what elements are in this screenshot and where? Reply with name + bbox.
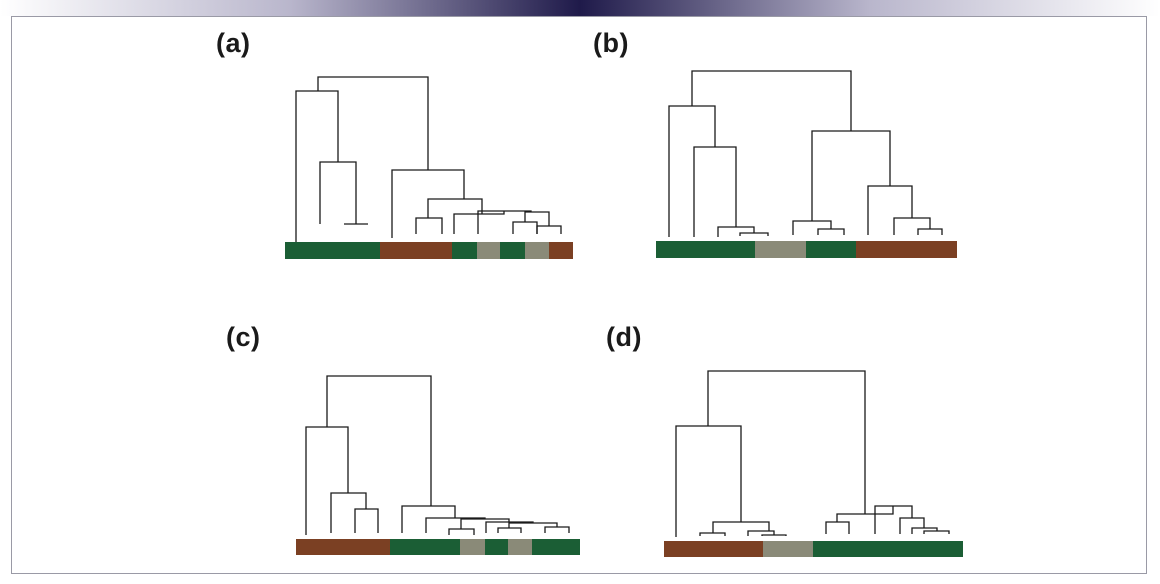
branch-b-5 [817, 228, 845, 235]
branch-c-10 [425, 517, 486, 533]
branch-a-9 [453, 211, 505, 234]
figure-frame [11, 16, 1147, 574]
branch-a-4 [415, 217, 443, 234]
color-bar-segment-a-5 [500, 242, 525, 259]
branch-a-2 [319, 161, 357, 224]
branch-b-9 [867, 185, 913, 235]
color-bar-segment-b-2 [755, 241, 806, 258]
branch-a-5 [512, 221, 538, 234]
branch-c-5 [497, 527, 522, 533]
panel-label-b: (b) [593, 28, 629, 58]
color-bar-segment-c-4 [485, 539, 508, 555]
color-bar-segment-c-2 [390, 539, 460, 555]
branch-a-10 [427, 198, 483, 218]
color-bar-segment-a-4 [477, 242, 500, 259]
branch-c-3 [305, 426, 349, 535]
branch-c-4 [448, 528, 475, 535]
color-bar-segment-b-3 [806, 241, 856, 258]
branch-d-12 [707, 370, 866, 514]
header-gradient-bar [0, 0, 1160, 16]
branch-b-6 [792, 220, 832, 235]
branch-b-2 [717, 226, 755, 237]
branch-c-2 [330, 492, 367, 533]
branch-d-7 [923, 530, 950, 534]
branch-b-7 [917, 228, 943, 235]
branch-a-3 [295, 90, 339, 242]
color-bar-segment-d-3 [813, 541, 963, 557]
branch-d-2 [761, 534, 787, 536]
branch-b-10 [811, 130, 891, 221]
branch-c-6 [544, 526, 570, 533]
color-bar-segment-a-1 [285, 242, 380, 259]
color-bar-segment-b-1 [656, 241, 755, 258]
branch-d-3 [747, 530, 775, 536]
color-bar-segment-a-7 [549, 242, 573, 259]
branch-a-6 [536, 225, 562, 234]
branch-d-5 [675, 425, 742, 537]
branch-c-11 [401, 505, 456, 533]
color-bar-segment-a-3 [452, 242, 477, 259]
color-bar-segment-a-6 [525, 242, 549, 259]
color-bar-segment-c-6 [532, 539, 580, 555]
branch-b-8 [893, 217, 931, 235]
color-bar-segment-a-2 [380, 242, 452, 259]
branch-c-12 [326, 375, 432, 506]
panel-label-d: (d) [606, 322, 642, 352]
color-bar-segment-d-2 [763, 541, 813, 557]
branch-d-1 [699, 532, 726, 536]
branch-a-7 [524, 211, 550, 226]
branch-c-1 [354, 508, 379, 533]
branch-b-4 [668, 105, 716, 237]
panel-label-a: (a) [216, 28, 251, 58]
branch-b-1 [739, 232, 769, 236]
branch-d-6 [825, 521, 850, 534]
color-bar-segment-d-1 [664, 541, 763, 557]
panel-label-c: (c) [226, 322, 261, 352]
branch-b-11 [691, 70, 852, 131]
color-bar-segment-c-5 [508, 539, 532, 555]
color-bar-segment-c-1 [296, 539, 390, 555]
color-bar-segment-c-3 [460, 539, 485, 555]
color-bar-segment-b-4 [856, 241, 957, 258]
branch-a-12 [317, 76, 429, 170]
branch-b-3 [693, 146, 737, 237]
